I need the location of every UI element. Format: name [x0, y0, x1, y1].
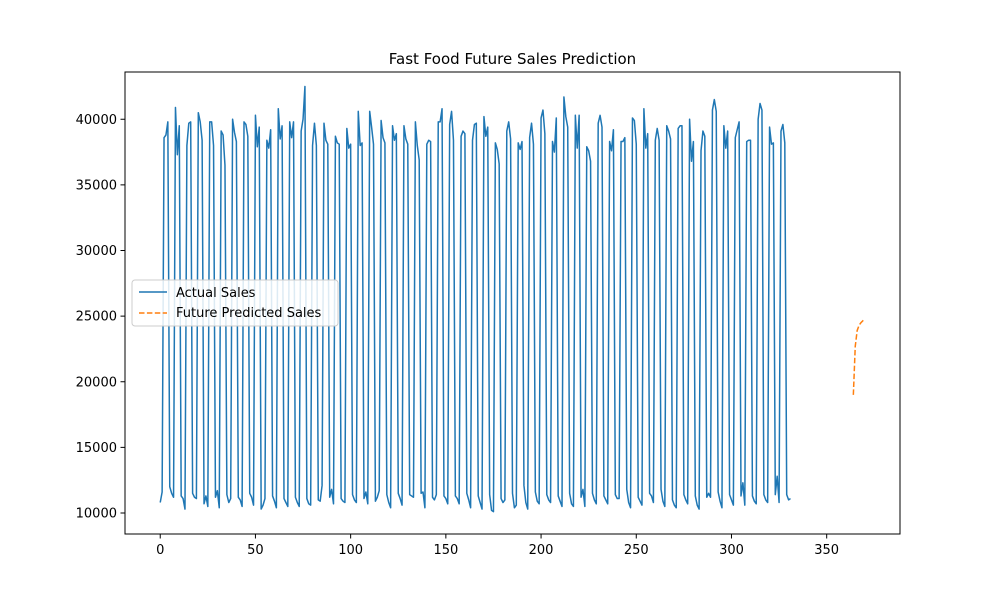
- axes-frame: [124, 71, 901, 535]
- legend-label-future-predicted-sales: Future Predicted Sales: [176, 306, 322, 321]
- y-tick-label: 35000: [76, 178, 117, 193]
- y-tick-label: 25000: [76, 310, 117, 325]
- y-tick-label: 20000: [76, 375, 117, 390]
- chart-title: Fast Food Future Sales Prediction: [389, 50, 636, 68]
- legend-label-actual-sales: Actual Sales: [176, 286, 256, 301]
- x-tick-label: 100: [338, 543, 363, 558]
- series-line-future-predicted-sales: [852, 318, 866, 395]
- y-tick-label: 15000: [76, 441, 117, 456]
- series-line-actual-sales: [159, 85, 791, 513]
- x-tick-label: 350: [814, 543, 839, 558]
- y-tick-label: 10000: [76, 507, 117, 522]
- y-tick-label: 30000: [76, 244, 117, 259]
- legend: Actual Sales Future Predicted Sales: [131, 279, 339, 327]
- y-tick-label: 40000: [76, 113, 117, 128]
- x-tick-label: 50: [247, 543, 264, 558]
- legend-box: [131, 279, 339, 327]
- plot-area: [159, 85, 866, 513]
- x-tick-label: 250: [624, 543, 649, 558]
- x-tick-label: 0: [156, 543, 164, 558]
- x-tick-label: 200: [529, 543, 554, 558]
- x-tick-label: 300: [719, 543, 744, 558]
- x-tick-label: 150: [433, 543, 458, 558]
- axis-ticks: 0 50 100 150 200 250 300 350 10000 15000 20000 2500…: [76, 113, 839, 558]
